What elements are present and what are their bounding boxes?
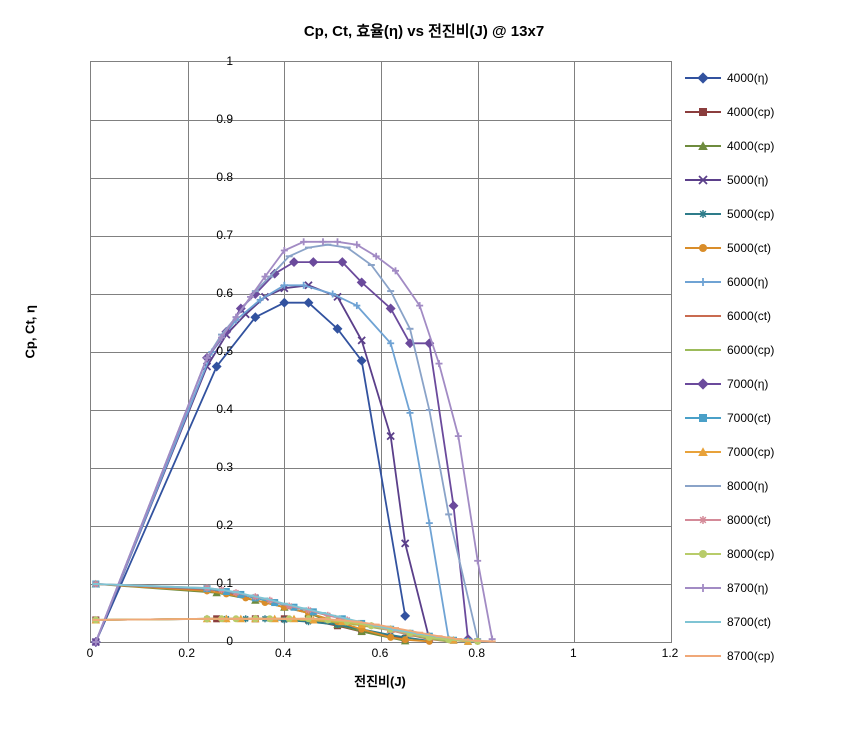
legend-label: 4000(cp) [727,139,774,153]
legend-item: 4000(cp) [685,95,825,129]
legend-label: 6000(cp) [727,343,774,357]
series-marker [402,636,409,643]
series-marker [426,520,433,527]
legend-item: 8700(η) [685,571,825,605]
plot-wrap: Cp, Ct, η 전진비(J) 4000(η) 4000(cp) 4000(cp)… [20,51,828,691]
series-marker [308,257,318,267]
legend-mark [685,172,721,188]
series-marker [300,238,307,245]
legend-item: 7000(cp) [685,435,825,469]
y-tick-label: 0.4 [163,402,238,416]
legend-label: 6000(ct) [727,309,771,323]
legend-label: 8000(η) [727,479,768,493]
legend-mark [685,478,721,494]
legend-mark [685,70,721,86]
series-marker [436,360,443,367]
series-marker [407,409,414,416]
x-tick-label: 1 [553,646,593,660]
legend-item: 8700(cp) [685,639,825,673]
series-marker [400,611,410,621]
series-marker [455,433,462,440]
x-tick-label: 0.6 [360,646,400,660]
x-axis-title: 전진비(J) [90,671,670,690]
legend-label: 8000(ct) [727,513,771,527]
y-tick-label: 0.3 [163,460,238,474]
legend-mark [685,614,721,630]
legend-label: 8700(ct) [727,615,771,629]
series-line [96,303,405,642]
legend-item: 5000(cp) [685,197,825,231]
legend-label: 5000(cp) [727,207,774,221]
legend-label: 5000(η) [727,173,768,187]
series-line [96,619,430,641]
legend-label: 7000(cp) [727,445,774,459]
y-tick-label: 0.9 [163,112,238,126]
x-tick-label: 0.8 [457,646,497,660]
legend-mark [685,376,721,392]
legend-label: 7000(η) [727,377,768,391]
legend-item: 4000(η) [685,61,825,95]
legend-mark [685,410,721,426]
legend-label: 8700(η) [727,581,768,595]
legend-label: 4000(cp) [727,105,774,119]
series-marker [289,257,299,267]
series-marker [387,634,394,641]
legend-label: 8700(cp) [727,649,774,663]
legend-item: 5000(η) [685,163,825,197]
legend-item: 7000(η) [685,367,825,401]
legend-mark [685,104,721,120]
series-line [96,262,468,642]
legend-mark [685,240,721,256]
y-tick-label: 1 [163,54,238,68]
legend-mark [685,138,721,154]
legend-label: 6000(η) [727,275,768,289]
legend-mark [685,444,721,460]
legend-mark [685,342,721,358]
legend-mark [685,512,721,528]
legend-label: 7000(ct) [727,411,771,425]
series-marker [334,238,341,245]
legend-item: 4000(cp) [685,129,825,163]
series-marker [279,298,289,308]
legend-mark [685,308,721,324]
y-axis-title: Cp, Ct, η [23,305,38,358]
legend-label: 5000(ct) [727,241,771,255]
legend-item: 6000(ct) [685,299,825,333]
legend-item: 6000(cp) [685,333,825,367]
series-marker [449,501,459,511]
chart-container: Cp, Ct, 효율(η) vs 전진비(J) @ 13x7 Cp, Ct, η… [20,20,828,727]
legend-item: 8000(cp) [685,537,825,571]
legend-mark [685,580,721,596]
legend-mark [685,206,721,222]
series-marker [474,557,481,564]
legend-label: 8000(cp) [727,547,774,561]
y-tick-label: 0.5 [163,344,238,358]
legend-label: 4000(η) [727,71,768,85]
legend-mark [685,546,721,562]
legend-item: 6000(η) [685,265,825,299]
legend-item: 7000(ct) [685,401,825,435]
x-tick-label: 1.2 [650,646,690,660]
y-tick-label: 0.2 [163,518,238,532]
y-tick-label: 0.6 [163,286,238,300]
legend-item: 8000(ct) [685,503,825,537]
y-tick-label: 0.7 [163,228,238,242]
y-tick-label: 0.8 [163,170,238,184]
x-tick-label: 0 [70,646,110,660]
x-tick-label: 0.4 [263,646,303,660]
legend-item: 5000(ct) [685,231,825,265]
legend-mark [685,274,721,290]
chart-title: Cp, Ct, 효율(η) vs 전진비(J) @ 13x7 [20,20,828,41]
legend: 4000(η) 4000(cp) 4000(cp) 5000(η) 5000(cp) 50… [685,61,825,673]
legend-item: 8000(η) [685,469,825,503]
y-tick-label: 0.1 [163,576,238,590]
legend-mark [685,648,721,664]
x-tick-label: 0.2 [167,646,207,660]
series-line [96,584,449,641]
legend-item: 8700(ct) [685,605,825,639]
